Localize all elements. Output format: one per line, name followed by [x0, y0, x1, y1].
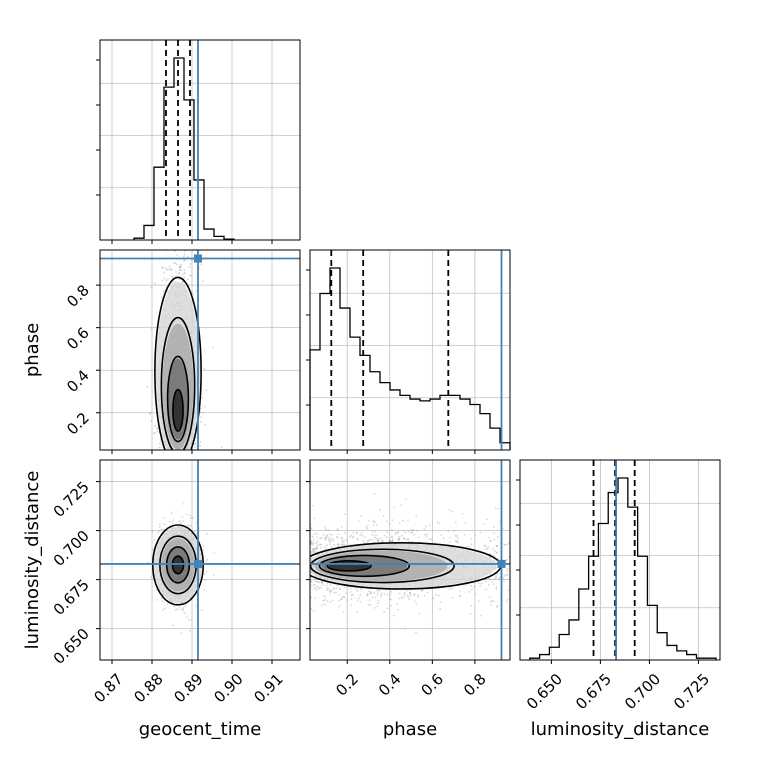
- histogram-bin: [667, 645, 677, 660]
- scatter-cloud: [310, 493, 510, 634]
- histogram-bin: [400, 395, 410, 450]
- histogram-bin: [420, 401, 430, 450]
- histogram-phase-frame: [309, 249, 511, 451]
- histogram-bin: [559, 635, 569, 660]
- truth-marker: [497, 559, 506, 568]
- histogram-bin: [549, 647, 559, 660]
- contour-line: [172, 388, 184, 432]
- histogram-bin: [470, 405, 480, 451]
- panel-phase-vs-luminosity-distance: 0.2 0.4 0.6 0.8: [306, 459, 511, 700]
- contour-line: [310, 548, 455, 584]
- contour-line: [171, 555, 185, 575]
- histogram-bin: [450, 395, 460, 450]
- histogram-bin: [490, 428, 500, 450]
- x-axis-label-geocent-time: geocent_time: [139, 719, 262, 740]
- scatter-cloud: [146, 250, 223, 450]
- contour-line: [326, 560, 372, 572]
- histogram-bin: [340, 308, 350, 450]
- histogram-phase: [309, 267, 511, 450]
- truth-marker: [194, 254, 202, 263]
- contour-line: [165, 546, 191, 584]
- histogram-bin: [184, 100, 194, 240]
- x-axis-label-phase: phase: [383, 719, 437, 740]
- contour-line: [154, 276, 202, 450]
- histogram-bin: [174, 58, 184, 240]
- histogram-bin: [460, 399, 470, 450]
- histogram-bin: [430, 399, 440, 450]
- histogram-bin: [677, 651, 687, 660]
- histogram-bin: [390, 390, 400, 450]
- histogram-bin: [480, 414, 490, 450]
- histogram-bin: [569, 620, 579, 660]
- density-level: [172, 556, 184, 574]
- histogram-bin: [380, 383, 390, 450]
- histogram-bin: [657, 633, 667, 660]
- histogram-bin: [579, 589, 589, 660]
- histogram-bin: [540, 655, 550, 660]
- contour-line: [160, 316, 196, 450]
- histogram-geocent_time-frame: [99, 39, 301, 241]
- histogram-bin: [204, 229, 214, 240]
- y-axis-label-luminosity-distance: luminosity_distance: [22, 471, 43, 650]
- histogram-bin: [410, 399, 420, 450]
- histogram-bin: [194, 180, 204, 240]
- histogram-bin: [350, 337, 360, 450]
- histogram-bin: [320, 293, 330, 450]
- panel-phase-histogram: [306, 249, 511, 454]
- contour-line: [152, 524, 205, 606]
- x-axis-label-luminosity-distance: luminosity_distance: [531, 719, 710, 740]
- histogram-bin: [598, 524, 608, 661]
- scatter-geocent_time-phase-frame: [99, 249, 301, 451]
- scatter-cloud: [147, 503, 216, 635]
- histogram-bin: [638, 556, 648, 660]
- histogram-bin: [214, 236, 224, 240]
- contour-line: [318, 554, 411, 578]
- y-axis-label-phase: phase: [22, 323, 43, 377]
- histogram-bin: [154, 167, 164, 240]
- histogram-bin: [647, 605, 657, 660]
- scatter-geocent_time-luminosity_distance-frame: [99, 459, 301, 661]
- histogram-luminosity_distance-frame: [519, 459, 721, 661]
- histogram-bin: [628, 507, 638, 660]
- histogram-bin: [360, 355, 370, 450]
- histogram-bin: [687, 655, 697, 660]
- histogram-bin: [618, 478, 628, 660]
- histogram-bin: [144, 225, 154, 240]
- scatter-phase-luminosity_distance-frame: [309, 459, 511, 661]
- panel-geocent-time-histogram: [96, 39, 301, 244]
- contour-line: [166, 355, 190, 443]
- histogram-bin: [310, 350, 320, 450]
- histogram-geocent_time: [133, 57, 235, 240]
- histogram-bin: [370, 372, 380, 450]
- truth-marker: [194, 559, 202, 568]
- histogram-luminosity_distance: [529, 477, 717, 660]
- density-level: [173, 390, 183, 431]
